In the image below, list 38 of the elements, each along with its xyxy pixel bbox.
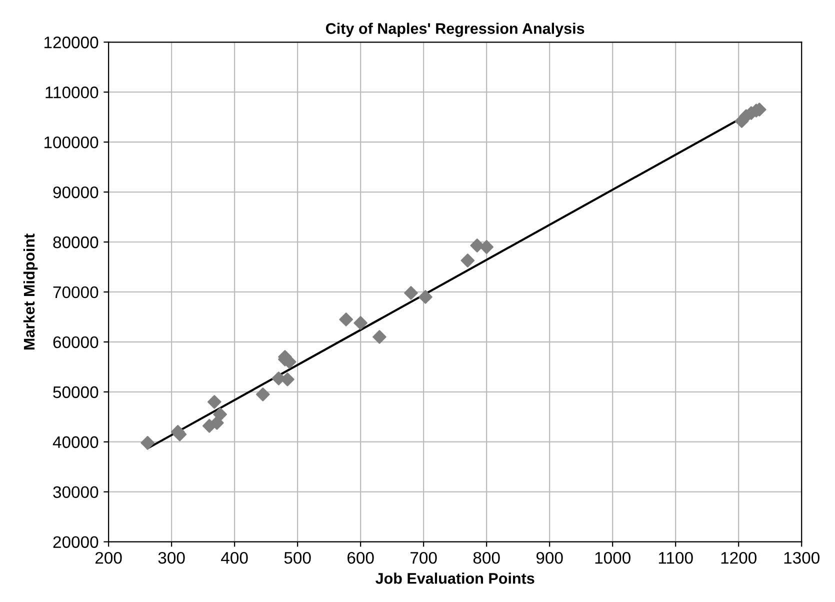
point	[140, 436, 155, 450]
point	[480, 240, 494, 254]
point	[207, 394, 222, 409]
point	[213, 407, 227, 422]
point	[460, 254, 475, 268]
x-tick-label: 500	[284, 552, 311, 564]
y-tick-label: 60000	[53, 336, 98, 348]
y-tick-label: 110000	[46, 86, 98, 98]
y-tick-label: 80000	[53, 236, 98, 248]
x-tick-label: 1200	[721, 552, 756, 564]
y-tick-label: 90000	[53, 186, 98, 198]
x-tick-label: 800	[473, 552, 500, 564]
point	[372, 330, 386, 344]
point	[280, 372, 294, 386]
x-axis-title: Job Evaluation Points	[376, 572, 534, 584]
point	[256, 387, 270, 402]
x-tick-label: 900	[536, 552, 563, 564]
x-tick-label: 300	[158, 552, 185, 564]
y-tick-label: 70000	[53, 286, 98, 298]
x-tick-label: 400	[221, 552, 248, 564]
y-tick-label: 50000	[53, 386, 98, 398]
point	[418, 290, 432, 304]
x-tick-label: 600	[348, 552, 374, 564]
y-tick-label: 20000	[53, 536, 98, 548]
x-tick-label: 200	[95, 552, 122, 564]
point	[339, 312, 353, 326]
chart-title: City of Naples' Regression Analysis	[326, 22, 584, 38]
y-tick-label: 100000	[44, 136, 98, 148]
point	[354, 316, 368, 330]
y-tick-label: 40000	[52, 436, 98, 448]
y-tick-label: 30000	[53, 486, 98, 498]
x-tick-label: 1300	[784, 552, 820, 564]
x-tick-label: 700	[410, 552, 437, 564]
x-tick-label: 1100	[658, 552, 693, 564]
point	[404, 286, 418, 300]
x-tick-label: 1000	[595, 552, 630, 564]
y-axis-title: Market Midpoint	[23, 234, 38, 350]
y-tick-label: 120000	[44, 36, 98, 48]
